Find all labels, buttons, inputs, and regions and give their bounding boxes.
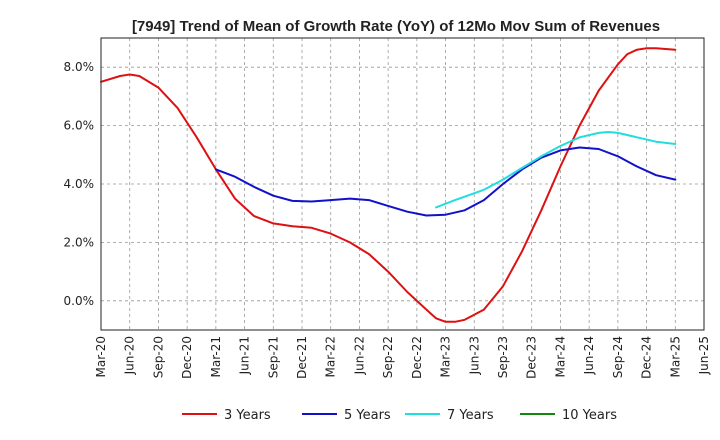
x-tick-label: Jun-25 [697,336,711,375]
legend-label: 5 Years [344,408,391,423]
x-tick-label: Jun-22 [352,336,366,375]
legend-label: 7 Years [447,408,494,423]
y-tick-label: 6.0% [64,119,95,133]
x-tick-label: Jun-23 [467,336,481,375]
x-tick-label: Jun-21 [238,336,252,375]
x-tick-label: Dec-21 [295,336,309,379]
chart-title: [7949] Trend of Mean of Growth Rate (YoY… [132,18,660,35]
x-tick-label: Mar-25 [668,336,682,377]
y-tick-label: 8.0% [64,60,95,74]
y-tick-label: 2.0% [64,235,95,249]
x-tick-label: Dec-24 [640,336,654,379]
legend: 3 Years 5 Years 7 Years 10 Years [182,408,617,423]
x-tick-label: Mar-24 [553,336,567,377]
x-tick-label: Mar-23 [439,336,453,377]
series-line-5-years [214,146,677,217]
x-tick-label: Sep-24 [611,336,625,378]
x-tick-label: Jun-20 [123,336,137,375]
x-tick-label: Dec-23 [525,336,539,379]
x-tick-label: Sep-21 [266,336,280,378]
x-tick-label: Mar-20 [94,336,108,377]
x-tick-label: Sep-23 [496,336,510,378]
x-tick-label: Dec-20 [180,336,194,379]
x-tick-label: Sep-20 [151,336,165,378]
plot-frame [100,37,705,331]
series-line-7-years [435,131,677,209]
series-line-3-years [100,47,677,323]
y-tick-label: 0.0% [64,294,95,308]
x-tick-label: Mar-21 [209,336,223,377]
x-tick-label: Sep-22 [381,336,395,378]
legend-label: 3 Years [224,408,271,423]
x-tick-label: Mar-22 [324,336,338,377]
y-tick-label: 4.0% [64,177,95,191]
legend-label: 10 Years [562,408,617,423]
x-tick-label: Jun-24 [582,336,596,375]
x-tick-label: Dec-22 [410,336,424,379]
